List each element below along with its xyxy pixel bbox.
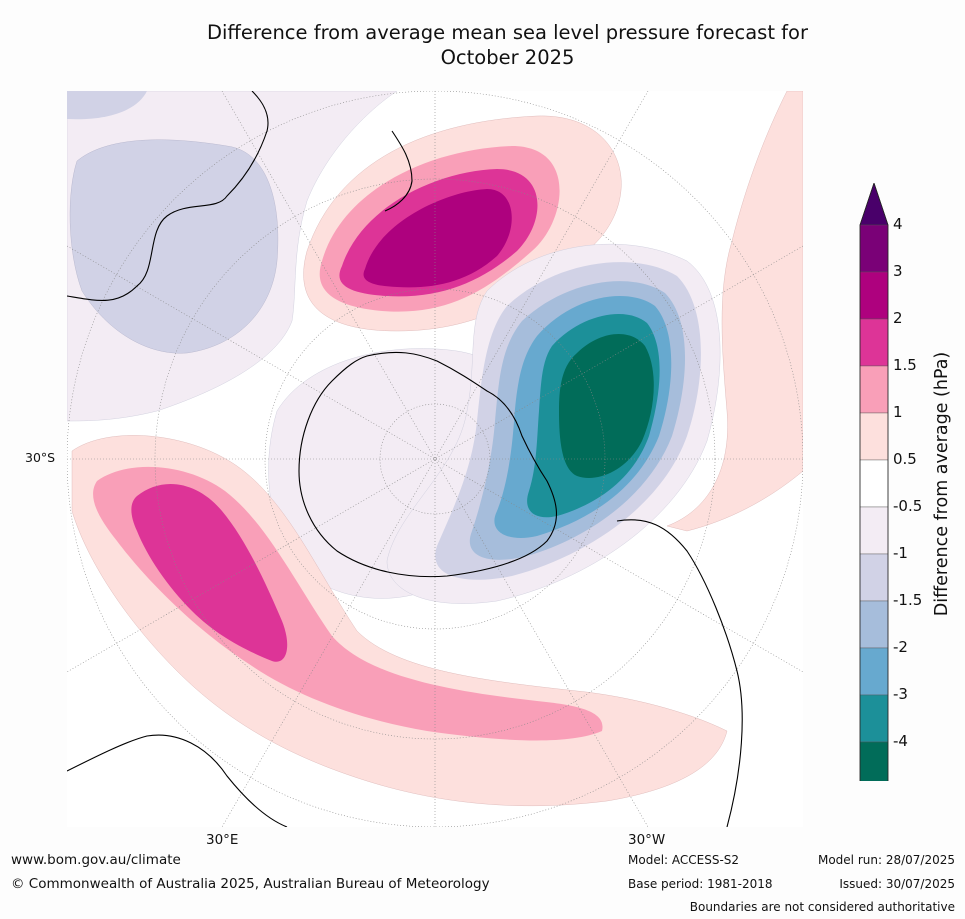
footer-copyright: © Commonwealth of Australia 2025, Austra…: [11, 876, 490, 892]
anomaly-positive-east: [666, 91, 803, 532]
anomaly-positive-tasman-3: [363, 189, 512, 288]
colorbar-bin: [859, 694, 889, 743]
lon-label-30e: 30°E: [206, 832, 239, 848]
anomaly-map: [67, 91, 803, 827]
colorbar-tick-label: 1.5: [893, 356, 917, 374]
colorbar-extend-max: [859, 183, 889, 226]
colorbar-bin: [859, 412, 889, 461]
colorbar-bin: [859, 365, 889, 414]
colorbar-tick-label: -0.5: [893, 497, 923, 515]
footer-disclaimer: Boundaries are not considered authoritat…: [689, 900, 955, 914]
colorbar-bin: [859, 741, 889, 781]
colorbar-tick-label: -1.5: [893, 591, 923, 609]
colorbar-tick-label: 4: [893, 215, 903, 233]
lon-label-30w: 30°W: [628, 832, 666, 848]
colorbar-tick-label: 0.5: [893, 450, 917, 468]
coast-south-america: [616, 519, 743, 827]
colorbar-bin: [859, 459, 889, 508]
anomaly-australia-nw: [67, 91, 147, 120]
colorbar-tick-label: -3: [893, 685, 908, 703]
lat-label-30s: 30°S: [25, 450, 56, 465]
chart-title: Difference from average mean sea level p…: [140, 20, 875, 70]
colorbar-title: Difference from average (hPa): [932, 351, 952, 617]
colorbar-bin: [859, 553, 889, 602]
footer-model: Model: ACCESS-S2: [628, 853, 740, 867]
colorbar-bin: [859, 506, 889, 555]
colorbar-tick-label: -2: [893, 638, 908, 656]
colorbar-tick-label: 1: [893, 403, 903, 421]
anomaly-negative-pacific-4: [559, 334, 654, 478]
colorbar-bin: [859, 600, 889, 649]
footer-model-run: Model run: 28/07/2025: [817, 853, 955, 867]
title-line-2: October 2025: [440, 46, 575, 69]
coast-antarctica: [298, 351, 558, 578]
coast-australia: [67, 91, 269, 302]
anomaly-positive-indian-1-5: [131, 484, 288, 662]
coastlines: [67, 91, 743, 827]
footer-base-period: Base period: 1981-2018: [628, 877, 773, 891]
colorbar-tick-label: 2: [893, 309, 903, 327]
colorbar-tick-label: -4: [893, 732, 908, 750]
anomaly-australia-negative: [69, 139, 279, 354]
coast-africa: [67, 734, 288, 827]
graticule: [67, 91, 803, 827]
colorbar-tick-label: 3: [893, 262, 903, 280]
map-svg: [67, 91, 803, 827]
title-line-1: Difference from average mean sea level p…: [207, 21, 808, 44]
colorbar-bin: [859, 271, 889, 320]
colorbar-bin: [859, 647, 889, 696]
colorbar-bin: [859, 224, 889, 273]
footer-website: www.bom.gov.au/climate: [11, 852, 181, 868]
colorbar: [859, 183, 889, 781]
footer-issued: Issued: 30/07/2025: [839, 877, 955, 891]
colorbar-bin: [859, 318, 889, 367]
colorbar-tick-label: -1: [893, 544, 908, 562]
coast-new-zealand: [384, 130, 413, 212]
